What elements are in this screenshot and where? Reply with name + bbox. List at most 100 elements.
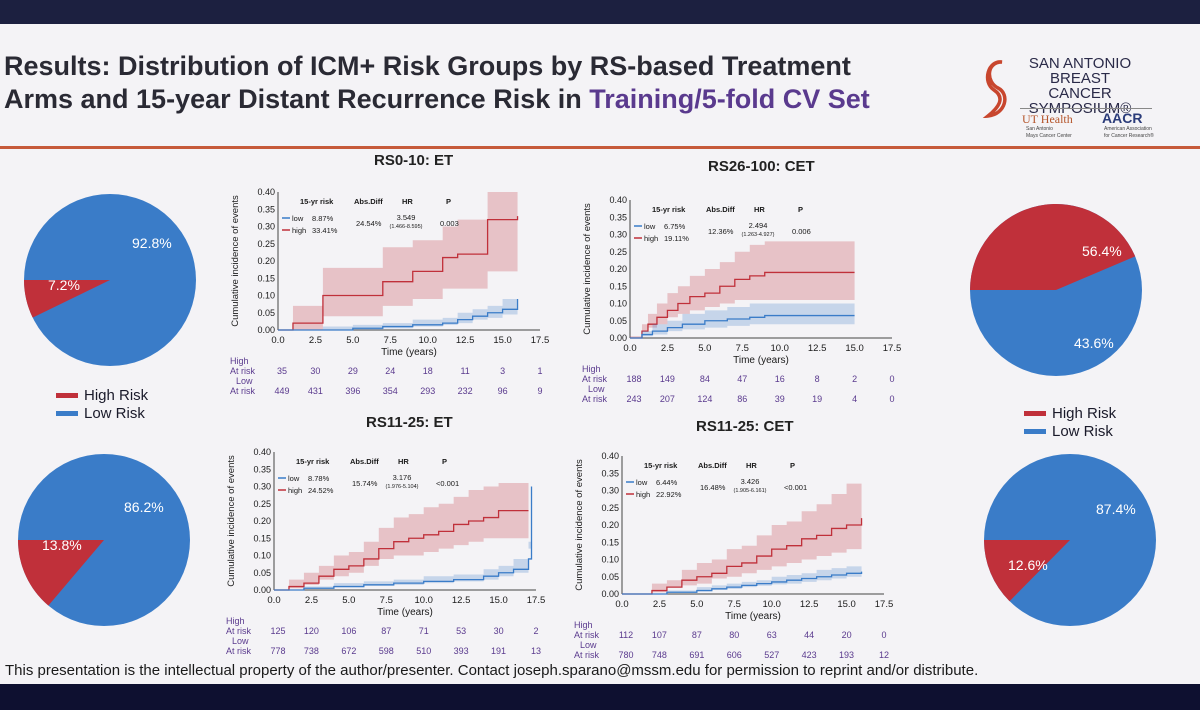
x-tick-label: 5.0 [698,343,711,354]
at-risk-low-value: 691 [689,650,704,660]
panel-title-rs26-100: RS26-100: CET [708,158,815,175]
at-risk-high-value: 16 [775,374,785,384]
legend-swatch-high [1024,410,1046,416]
at-risk-low-value: 19 [812,394,822,404]
stats-hr: 3.426 [741,477,760,486]
stats-absdiff: 16.48% [700,483,726,492]
at-risk-low-row-label: At risk [226,646,252,656]
at-risk-high-value: 8 [815,374,820,384]
ci-band-low [278,285,518,330]
aacr-sub-2: for Cancer Research® [1104,133,1154,139]
stats-absdiff: 12.36% [708,227,734,236]
stats-header-p: P [790,461,795,470]
y-tick-label: 0.35 [609,212,627,222]
pie-slice-high [24,280,110,318]
y-tick-label: 0.20 [257,256,275,266]
at-risk-high-value: 30 [494,626,504,636]
stats-low-label: low [292,214,304,223]
at-risk-low-value: 748 [652,650,667,660]
x-tick-label: 7.5 [728,599,741,610]
x-tick-label: 7.5 [384,335,397,346]
at-risk-high-value: 11 [460,366,469,376]
x-tick-label: 10.0 [770,343,789,354]
stats-low-risk: 8.87% [312,214,334,223]
at-risk-high-label: High [226,616,245,626]
pie-label-high: 7.2% [48,277,80,293]
ci-band-high [274,483,529,590]
at-risk-low-value: 232 [458,386,473,396]
curve-low [278,298,519,331]
pie-rs11-25-cet: 12.6% 87.4% [984,454,1156,626]
x-tick-label: 12.5 [808,343,827,354]
ci-band-low [630,303,855,338]
y-tick-label: 0.40 [253,447,271,457]
footer-disclaimer: This presentation is the intellectual pr… [5,662,979,679]
legend-item-low: Low Risk [1024,422,1116,440]
ut-health-logo: UT Health [1022,112,1073,126]
at-risk-low-value: 207 [660,394,675,404]
stats-header-absdiff: Abs.Diff [706,205,735,214]
y-tick-label: 0.05 [609,316,627,326]
bottom-bar [0,684,1200,710]
curve-high [274,510,529,591]
at-risk-low-value: 606 [727,650,742,660]
pie-rs26-100: 43.6% 56.4% [970,204,1142,376]
pie-label-low: 56.4% [1082,243,1122,259]
slide-title: Results: Distribution of ICM+ Risk Group… [4,50,870,116]
stats-header-absdiff: Abs.Diff [350,457,379,466]
at-risk-low-value: 449 [274,386,289,396]
y-tick-label: 0.30 [609,230,627,240]
at-risk-high-value: 63 [767,630,777,640]
legend-swatch-low [1024,428,1046,434]
y-tick-label: 0.30 [601,486,619,496]
y-tick-label: 0.15 [609,281,627,291]
y-tick-label: 0.15 [253,533,271,543]
stats-p: <0.001 [436,479,459,488]
at-risk-low-value: 4 [852,394,857,404]
at-risk-high-value: 106 [341,626,356,636]
pie-label-high: 43.6% [1074,335,1114,351]
logo-line-2: BREAST CANCER [1048,70,1112,102]
y-tick-label: 0.35 [253,464,271,474]
y-axis-label: Cumulative incidence of events [230,195,241,327]
x-tick-label: 10.0 [762,599,781,610]
stats-high-risk: 22.92% [656,490,682,499]
at-risk-high-value: 35 [277,366,287,376]
stats-header-absdiff: Abs.Diff [698,461,727,470]
legend-right: High Risk Low Risk [1024,404,1116,440]
stats-hr: 2.494 [749,221,768,230]
x-tick-label: 5.0 [346,335,359,346]
legend-swatch-high [56,392,78,398]
stats-high-label: high [644,234,658,243]
at-risk-high-value: 44 [804,630,814,640]
x-tick-label: 0.0 [615,599,628,610]
at-risk-high-row-label: At risk [226,626,252,636]
y-tick-label: 0.40 [609,195,627,205]
legend-item-high: High Risk [1024,404,1116,422]
at-risk-high-value: 30 [310,366,320,376]
stats-header-risk: 15-yr risk [300,197,334,206]
stats-header-hr: HR [746,461,757,470]
y-tick-label: 0.20 [609,264,627,274]
at-risk-high-value: 87 [381,626,391,636]
at-risk-low-label: Low [580,640,597,650]
at-risk-low-value: 13 [531,646,541,656]
stats-p: 0.003 [440,219,459,228]
pie-label-high: 13.8% [42,537,82,553]
y-tick-label: 0.05 [257,308,275,318]
stats-high-risk: 19.11% [664,234,689,243]
at-risk-low-value: 393 [454,646,469,656]
logo-text: SAN ANTONIO BREAST CANCER SYMPOSIUM® [1020,56,1140,116]
x-tick-label: 5.0 [342,595,355,606]
at-risk-high-value: 47 [737,374,747,384]
logo-separator [1020,108,1152,109]
at-risk-low-value: 12 [879,650,889,660]
at-risk-low-label: Low [232,636,249,646]
legend-item-high: High Risk [56,386,148,404]
x-tick-label: 17.5 [875,599,894,610]
ribbon-icon [982,60,1007,118]
x-tick-label: 5.0 [690,599,703,610]
stats-high-risk: 24.52% [308,486,334,495]
at-risk-high-label: High [582,364,601,374]
at-risk-high-value: 24 [385,366,395,376]
